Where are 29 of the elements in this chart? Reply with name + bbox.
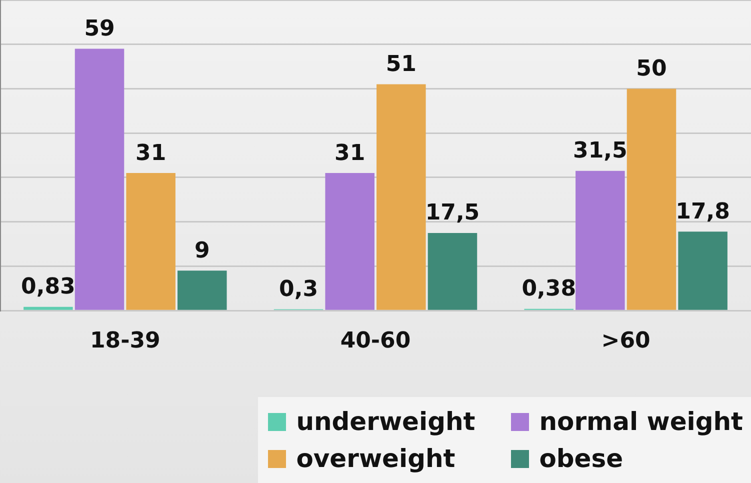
data-label: 31,5 — [573, 138, 628, 164]
data-label: 51 — [386, 52, 416, 78]
bar — [24, 306, 73, 310]
bar — [576, 170, 625, 310]
bar — [626, 88, 676, 310]
bar — [178, 270, 227, 310]
data-label: 9 — [194, 238, 210, 264]
x-tick-label: 18-39 — [90, 328, 160, 354]
bar — [376, 84, 426, 310]
bar — [678, 232, 728, 310]
data-label: 31 — [136, 140, 166, 166]
bar — [74, 48, 124, 310]
data-label: 31 — [334, 140, 366, 166]
data-label: 50 — [636, 56, 667, 82]
data-label: 0,83 — [21, 274, 76, 300]
legend-label: obese — [539, 444, 624, 473]
x-tick-label: >60 — [601, 328, 650, 354]
x-tick-label: 40-60 — [340, 328, 411, 354]
data-label: 59 — [84, 16, 115, 42]
data-label: 17,5 — [425, 200, 480, 226]
bar — [126, 173, 176, 310]
legend-label: underweight — [296, 407, 476, 436]
data-label: 0,38 — [522, 276, 576, 302]
legend-label: overweight — [296, 444, 456, 473]
data-label: 17,8 — [676, 199, 730, 224]
data-label: 0,3 — [279, 276, 318, 302]
legend-label: normal weight — [539, 407, 743, 436]
bar — [428, 232, 478, 310]
bar — [325, 173, 374, 310]
